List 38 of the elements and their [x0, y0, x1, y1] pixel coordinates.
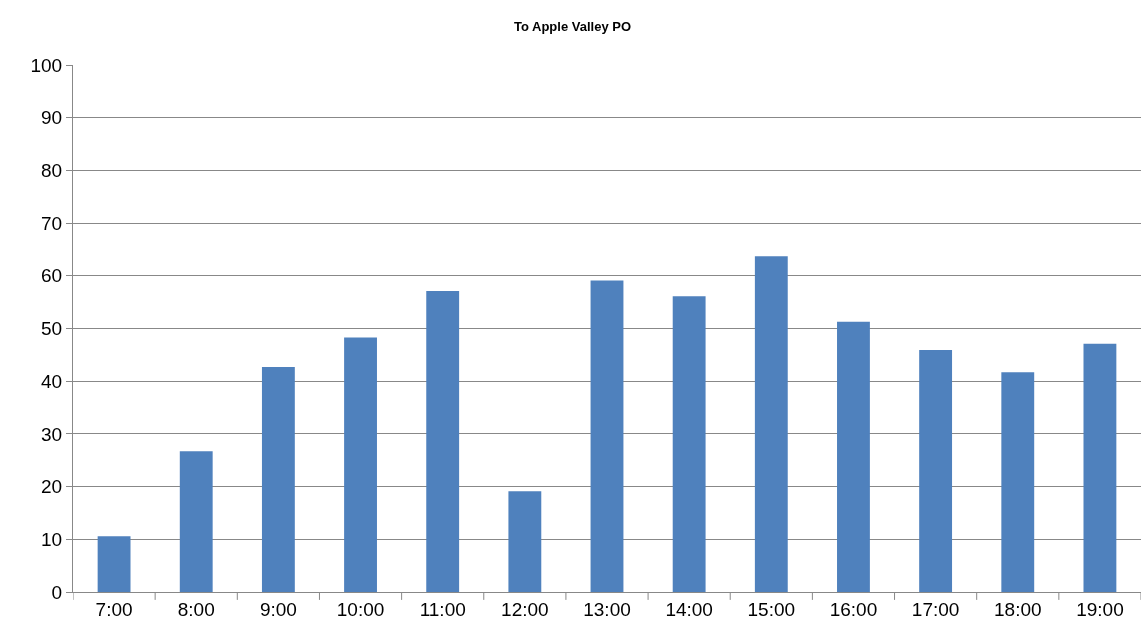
y-tick-label: 60	[41, 265, 63, 287]
y-tick-label: 40	[41, 370, 63, 392]
bar	[97, 536, 131, 592]
y-tick-label: 100	[30, 54, 63, 76]
y-tick-label: 30	[41, 423, 63, 445]
x-tick-label: 17:00	[911, 598, 960, 620]
bar	[426, 291, 460, 592]
x-tick-label: 19:00	[1076, 598, 1124, 620]
y-tick-label: 90	[41, 107, 63, 129]
bar	[508, 491, 542, 592]
x-tick-label: 16:00	[829, 598, 878, 620]
x-tick-label: 15:00	[747, 598, 796, 620]
bar	[344, 337, 377, 592]
x-tick-label: 11:00	[419, 598, 466, 620]
y-tick-label: 0	[51, 581, 63, 603]
chart-title: To Apple Valley PO	[513, 19, 632, 35]
x-tick-label: 10:00	[336, 598, 385, 620]
x-tick-label: 12:00	[501, 598, 549, 620]
bar	[919, 350, 953, 592]
bar	[590, 280, 624, 592]
y-tick-label: 50	[41, 318, 63, 340]
bar	[261, 366, 295, 592]
bar	[1083, 343, 1117, 592]
y-tick-label: 10	[41, 528, 63, 550]
x-tick-label: 14:00	[665, 598, 713, 620]
y-tick-label: 20	[41, 476, 63, 498]
x-tick-label: 9:00	[259, 598, 297, 620]
x-tick-label: 7:00	[95, 598, 133, 620]
x-tick-label: 18:00	[994, 598, 1042, 620]
y-tick-label: 80	[41, 160, 63, 182]
bar	[179, 451, 213, 592]
bar	[837, 321, 870, 592]
bar	[672, 296, 706, 592]
bar	[754, 256, 788, 592]
bar	[1001, 372, 1035, 592]
y-tick-label: 70	[41, 212, 63, 234]
x-tick-label: 13:00	[583, 598, 631, 620]
x-tick-label: 8:00	[177, 598, 215, 620]
